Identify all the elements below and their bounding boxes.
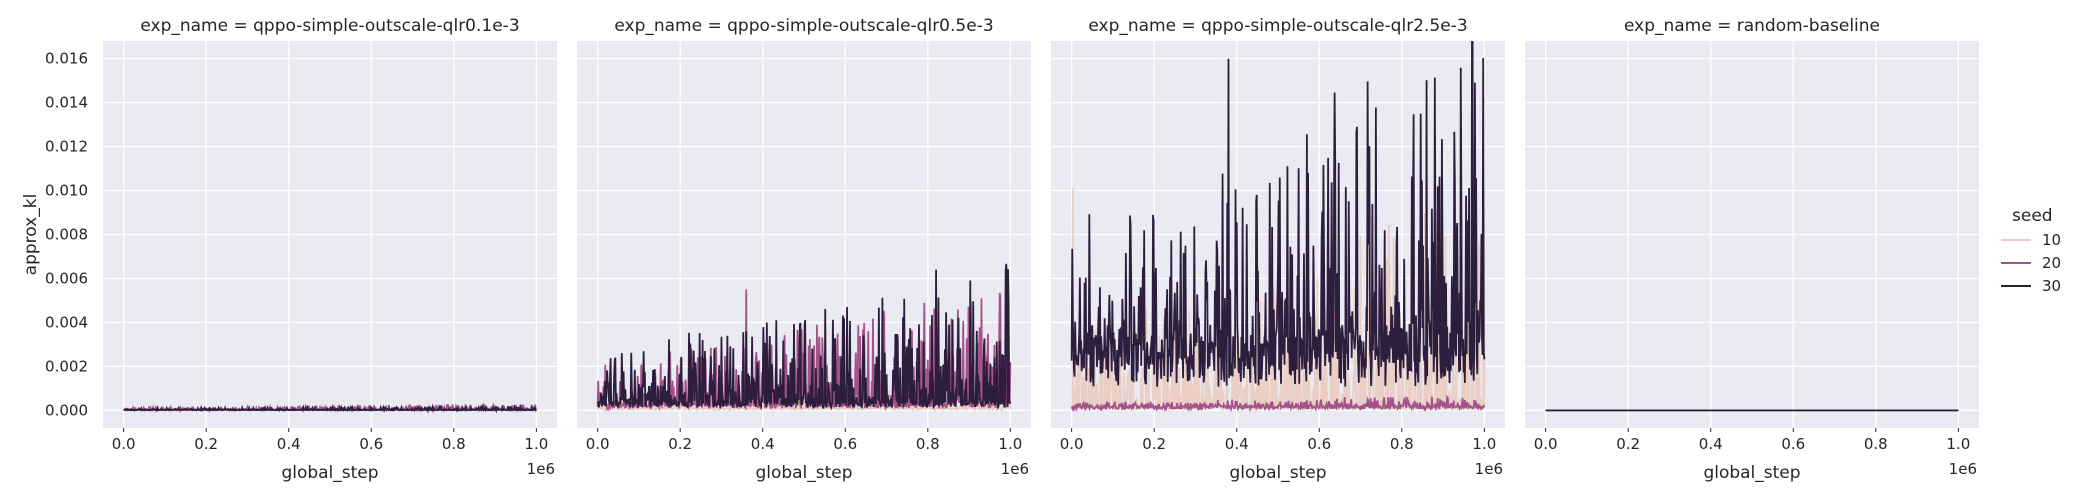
x-tick-label: 0.6 [359, 435, 383, 453]
y-axis-label: approx_kl [21, 194, 41, 276]
x-tick-label: 0.6 [1781, 435, 1805, 453]
legend-label-seed-10: 10 [2042, 231, 2061, 249]
x-tick-label: 0.4 [751, 435, 775, 453]
x-tick-label: 0.4 [1225, 435, 1249, 453]
x-offset-label: 1e6 [1475, 460, 1503, 478]
x-axis-label: global_step [281, 463, 378, 483]
y-tick-label: 0.006 [45, 269, 88, 287]
y-tick-label: 0.014 [45, 94, 88, 112]
panel-title: exp_name = random-baseline [1624, 16, 1880, 36]
x-tick-label: 1.0 [998, 435, 1022, 453]
x-tick-label: 0.8 [916, 435, 940, 453]
series-line-seed-30 [123, 403, 537, 414]
x-tick-label: 0.2 [1616, 435, 1640, 453]
series-line-seed-30 [597, 263, 1012, 411]
panel-4: exp_name = random-baseline 0.0 0.2 0.4 0.6 0.… [1525, 16, 1979, 483]
panel-title: exp_name = qppo-simple-outscale-qlr0.1e-… [140, 16, 519, 36]
y-tick-label: 0.000 [45, 401, 88, 419]
legend-label-seed-20: 20 [2042, 254, 2061, 272]
x-tick-label: 0.0 [1060, 435, 1084, 453]
panel-2: exp_name = qppo-simple-outscale-qlr0.5e-… [577, 16, 1031, 483]
y-tick-label: 0.016 [45, 50, 88, 68]
y-tick-label: 0.004 [45, 313, 88, 331]
y-axis: 0.000 0.002 0.004 0.006 0.008 0.010 0.012 0.014… [21, 50, 88, 420]
panels-layer: exp_name = qppo-simple-outscale-qlr0.1e-… [103, 16, 1979, 483]
legend: seed 10 20 30 [2001, 206, 2061, 295]
x-tick-label: 0.6 [833, 435, 857, 453]
y-tick-label: 0.010 [45, 182, 88, 200]
x-tick-label: 0.4 [277, 435, 301, 453]
x-tick-label: 0.2 [194, 435, 218, 453]
x-offset-label: 1e6 [527, 460, 555, 478]
panel-3: exp_name = qppo-simple-outscale-qlr2.5e-… [1051, 16, 1505, 483]
x-tick-label: 1.0 [1946, 435, 1970, 453]
y-tick-label: 0.012 [45, 138, 88, 156]
x-tick-label: 0.6 [1307, 435, 1331, 453]
x-offset-label: 1e6 [1949, 460, 1977, 478]
x-axis-label: global_step [1229, 463, 1326, 483]
y-tick-label: 0.008 [45, 226, 88, 244]
x-axis-label: global_step [1703, 463, 1800, 483]
panel-title: exp_name = qppo-simple-outscale-qlr2.5e-… [1088, 16, 1467, 36]
x-tick-label: 0.2 [1142, 435, 1166, 453]
series-line-seed-20 [1070, 394, 1486, 413]
x-tick-label: 0.2 [668, 435, 692, 453]
x-tick-label: 0.0 [112, 435, 136, 453]
x-axis-label: global_step [755, 463, 852, 483]
x-tick-label: 0.4 [1699, 435, 1723, 453]
x-tick-label: 0.8 [442, 435, 466, 453]
legend-title: seed [2012, 206, 2053, 226]
x-tick-label: 0.0 [1534, 435, 1558, 453]
panel-1: exp_name = qppo-simple-outscale-qlr0.1e-… [103, 16, 557, 483]
x-tick-label: 1.0 [1472, 435, 1496, 453]
legend-label-seed-30: 30 [2042, 277, 2061, 295]
x-offset-label: 1e6 [1001, 460, 1029, 478]
x-tick-label: 0.0 [586, 435, 610, 453]
x-tick-label: 0.8 [1390, 435, 1414, 453]
series-line-seed-30 [1070, 41, 1486, 387]
y-tick-label: 0.002 [45, 357, 88, 375]
x-tick-label: 1.0 [524, 435, 548, 453]
x-tick-label: 0.8 [1864, 435, 1888, 453]
panel-title: exp_name = qppo-simple-outscale-qlr0.5e-… [614, 16, 993, 36]
